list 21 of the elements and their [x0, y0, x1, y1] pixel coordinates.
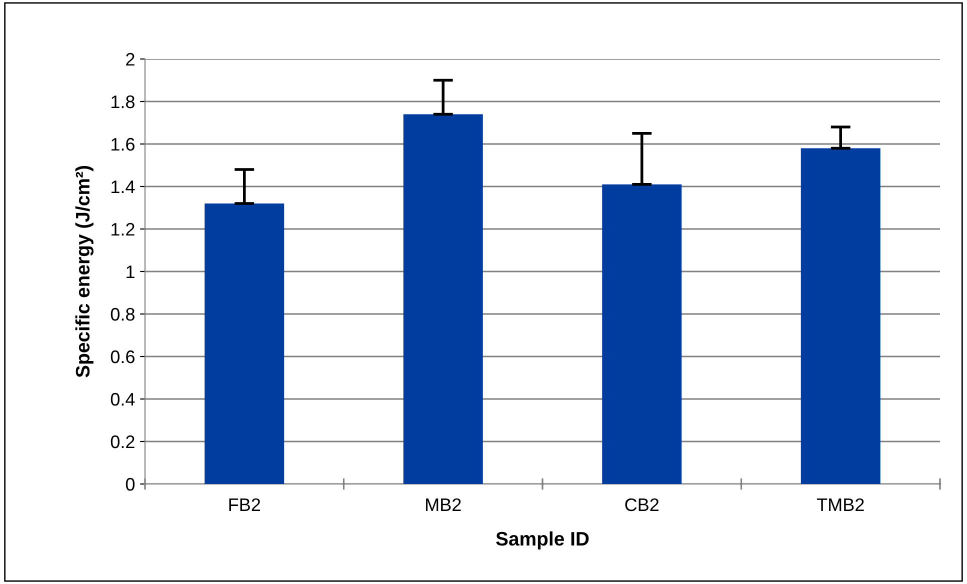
x-tick-label: MB2 [426, 498, 461, 511]
y-tick-label: 2 [126, 52, 134, 66]
y-tick-label: 1.4 [112, 180, 135, 194]
bar [403, 114, 483, 484]
y-tick-label: 0.6 [110, 350, 134, 364]
bar [602, 184, 682, 484]
y-tick-label: 1.8 [112, 95, 134, 108]
bar [800, 148, 880, 484]
bar [204, 204, 284, 484]
y-axis-title: Specific energy (J/cm²) [75, 166, 94, 378]
y-tick-label: 0 [126, 478, 135, 491]
y-tick-label: 0.2 [110, 435, 134, 448]
x-tick-label: FB2 [229, 498, 260, 511]
y-tick-label: 1 [126, 266, 134, 278]
x-tick-label: CB2 [625, 498, 659, 512]
y-tick-label: 0.8 [110, 308, 134, 321]
y-tick-label: 0.4 [110, 392, 135, 406]
y-tick-label: 1.2 [112, 222, 134, 236]
x-tick-label: TMB2 [816, 498, 864, 511]
x-axis-title: Sample ID [496, 531, 589, 550]
y-tick-label: 1.6 [112, 138, 134, 151]
